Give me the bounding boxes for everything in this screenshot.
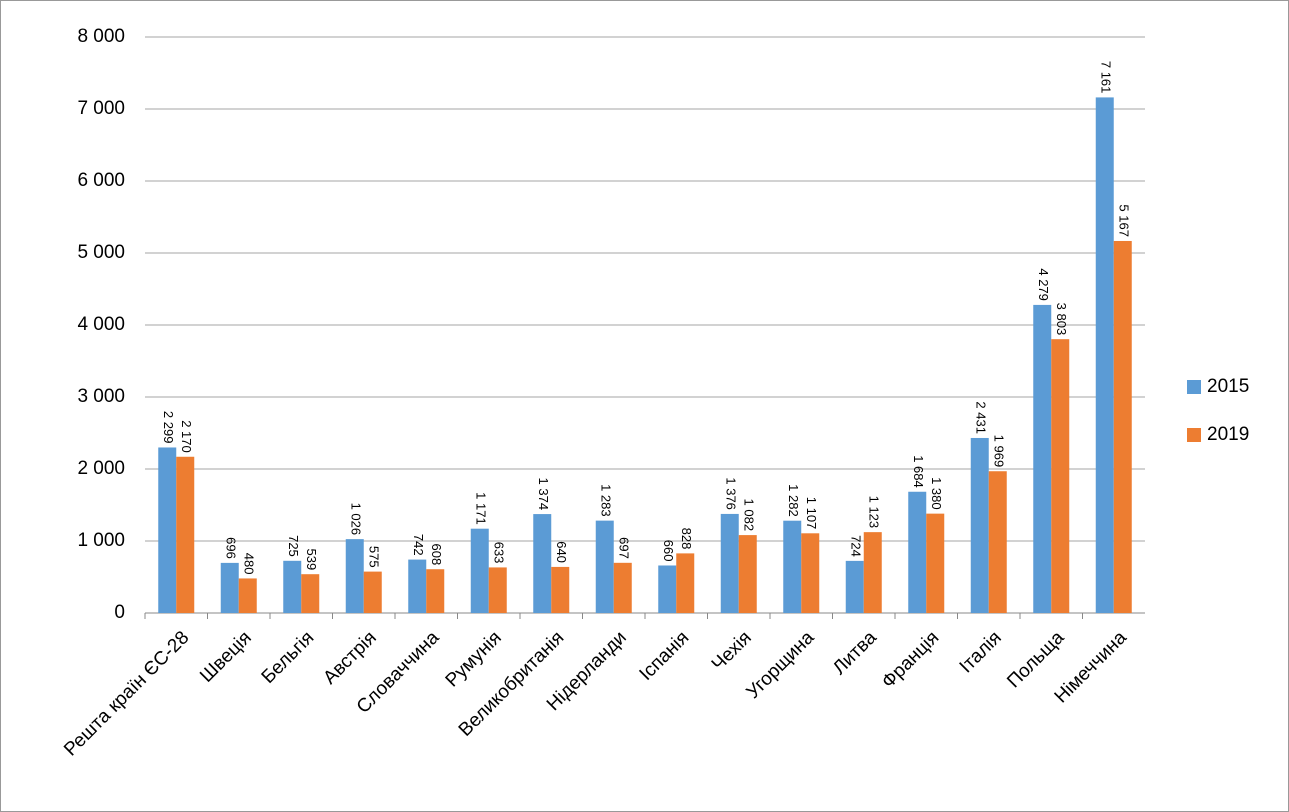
value-label: 633: [491, 542, 506, 564]
bar: [551, 567, 569, 613]
value-label: 724: [848, 535, 863, 557]
bar: [489, 567, 507, 613]
bar: [801, 533, 819, 613]
value-label: 1 380: [929, 477, 944, 510]
bar: [614, 563, 632, 613]
legend-label: 2019: [1207, 424, 1249, 445]
value-label: 1 684: [911, 455, 926, 488]
bar: [408, 560, 426, 613]
bar: [1096, 97, 1114, 613]
value-label: 1 123: [866, 496, 881, 529]
value-label: 4 279: [1036, 268, 1051, 301]
value-label: 539: [304, 548, 319, 570]
legend-label: 2015: [1207, 376, 1249, 397]
bar: [221, 563, 239, 613]
value-label: 725: [286, 535, 301, 557]
y-tick-label: 2 000: [77, 458, 125, 479]
y-tick-label: 0: [114, 602, 125, 623]
value-label: 1 026: [348, 503, 363, 536]
value-label: 1 282: [786, 484, 801, 517]
bar: [864, 532, 882, 613]
value-label: 640: [554, 541, 569, 563]
value-label: 575: [366, 546, 381, 568]
value-label: 660: [661, 540, 676, 562]
bar: [926, 514, 944, 613]
bar: [908, 492, 926, 613]
y-tick-label: 5 000: [77, 242, 125, 263]
bar: [658, 565, 676, 613]
y-tick-label: 1 000: [77, 530, 125, 551]
bar: [971, 438, 989, 613]
bar: [426, 569, 444, 613]
bar: [364, 572, 382, 613]
value-label: 1 969: [991, 435, 1006, 468]
value-label: 3 803: [1054, 303, 1069, 336]
bar: [1114, 241, 1132, 613]
bar: [346, 539, 364, 613]
y-tick-label: 8 000: [77, 26, 125, 47]
bar: [783, 521, 801, 613]
bar: [158, 447, 176, 613]
y-tick-label: 6 000: [77, 170, 125, 191]
bar: [739, 535, 757, 613]
value-label: 1 374: [536, 478, 551, 511]
bar: [1033, 305, 1051, 613]
bar: [1051, 339, 1069, 613]
value-label: 2 299: [161, 411, 176, 444]
bar: [989, 471, 1007, 613]
chart-frame: [1, 1, 1289, 812]
value-label: 5 167: [1116, 204, 1131, 237]
y-tick-label: 4 000: [77, 314, 125, 335]
bar: [283, 561, 301, 613]
bar: [471, 529, 489, 613]
value-label: 2 431: [973, 401, 988, 434]
value-label: 696: [223, 537, 238, 559]
bar: [596, 521, 614, 613]
bar: [676, 553, 694, 613]
value-label: 480: [241, 553, 256, 575]
value-label: 1 107: [804, 497, 819, 530]
value-label: 828: [679, 528, 694, 550]
value-label: 2 170: [179, 420, 194, 453]
value-label: 1 283: [598, 484, 613, 517]
bar: [239, 578, 257, 613]
y-tick-label: 3 000: [77, 386, 125, 407]
value-label: 7 161: [1098, 61, 1113, 94]
bar: [846, 561, 864, 613]
y-tick-label: 7 000: [77, 98, 125, 119]
chart: 0 1 000 2 000 3 000 4 000 5 000 6 000 7 000 8 00…: [0, 0, 1289, 812]
value-label: 742: [411, 534, 426, 556]
bar: [301, 574, 319, 613]
bar: [721, 514, 739, 613]
value-label: 608: [429, 544, 444, 566]
bar: [176, 457, 194, 613]
legend-swatch: [1187, 380, 1201, 394]
value-label: 1 376: [723, 477, 738, 510]
value-label: 1 171: [473, 492, 488, 525]
bar: [533, 514, 551, 613]
legend-swatch: [1187, 428, 1201, 442]
value-label: 1 082: [741, 499, 756, 532]
value-label: 697: [616, 537, 631, 559]
